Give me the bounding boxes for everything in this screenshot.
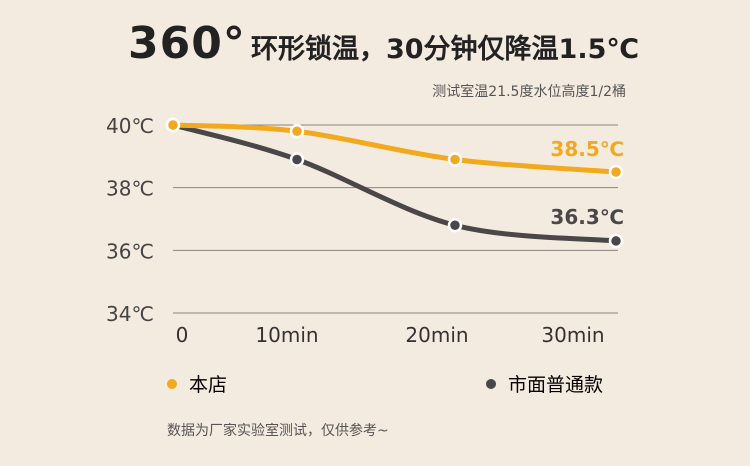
data-point-market bbox=[289, 152, 305, 167]
y-tick-label: 36℃ bbox=[106, 239, 154, 263]
end-value-label-market: 36.3℃ bbox=[550, 205, 624, 229]
data-point-market bbox=[447, 218, 463, 233]
legend-item-market: 市面普通款 bbox=[486, 370, 603, 397]
data-point-ours bbox=[165, 117, 181, 133]
legend-dot-market bbox=[486, 378, 496, 389]
y-tick-label: 38℃ bbox=[106, 177, 154, 201]
x-tick-label: 10min bbox=[255, 323, 318, 347]
data-point-ours bbox=[608, 164, 624, 180]
y-tick-label: 40℃ bbox=[106, 114, 154, 138]
legend-item-ours: 本店 bbox=[167, 370, 227, 397]
series-line-market bbox=[170, 122, 619, 244]
data-point-market bbox=[608, 233, 624, 249]
footnote: 数据为厂家实验室测试，仅供参考~ bbox=[167, 423, 389, 439]
title-rest: 环形锁温，30分钟仅降温1.5℃ bbox=[250, 34, 640, 65]
series-line-ours bbox=[170, 122, 619, 175]
page-title: 360° 环形锁温，30分钟仅降温1.5℃ bbox=[128, 18, 728, 69]
legend-label-market: 市面普通款 bbox=[508, 374, 604, 396]
legend-label-ours: 本店 bbox=[189, 374, 228, 396]
x-tick-label: 30min bbox=[541, 323, 604, 347]
data-point-ours bbox=[447, 152, 463, 167]
x-tick-label: 0 bbox=[176, 323, 189, 347]
legend-dot-ours bbox=[167, 378, 177, 389]
chart-subtitle: 测试室温21.5度水位高度1/2桶 bbox=[432, 84, 626, 100]
title-main: 360° bbox=[128, 18, 246, 69]
data-point-ours bbox=[289, 124, 305, 139]
y-tick-label: 34℃ bbox=[106, 302, 154, 326]
x-tick-label: 20min bbox=[405, 323, 468, 347]
end-value-label-ours: 38.5℃ bbox=[550, 137, 624, 161]
